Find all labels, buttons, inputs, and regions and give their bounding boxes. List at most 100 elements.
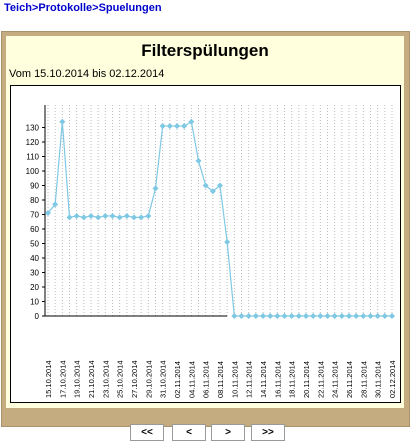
x-tick-label: 22.11.2014 [316, 361, 325, 398]
x-tick-label: 12.11.2014 [245, 361, 254, 398]
x-tick-label: 25.10.2014 [116, 360, 125, 398]
x-tick-label: 18.11.2014 [288, 361, 297, 398]
date-range-text: Vom 15.10.2014 bis 02.12.2014 [9, 68, 165, 80]
y-tick-label: 20 [30, 283, 39, 292]
data-point-marker [59, 118, 66, 125]
data-point-marker [174, 123, 180, 130]
data-point-marker [131, 214, 137, 221]
x-tick-label: 10.11.2014 [230, 361, 239, 398]
x-tick-label: 02.11.2014 [173, 361, 182, 398]
data-point-marker [238, 313, 245, 319]
data-point-marker [145, 212, 152, 219]
data-point-marker [267, 313, 274, 319]
y-tick-label: 30 [30, 269, 39, 278]
y-tick-label: 120 [26, 138, 40, 147]
x-tick-label: 21.10.2014 [87, 360, 96, 398]
x-tick-label: 29.10.2014 [144, 360, 153, 398]
data-point-marker [303, 313, 309, 319]
breadcrumb-link-protokolle[interactable]: Protokolle [38, 2, 93, 14]
y-tick-label: 110 [26, 153, 39, 162]
data-point-marker [109, 212, 116, 219]
data-point-marker [317, 313, 324, 319]
data-point-marker [80, 214, 87, 221]
data-point-marker [310, 313, 317, 319]
data-point-marker [52, 201, 59, 208]
data-point-marker [367, 313, 374, 319]
x-tick-label: 31.10.2014 [159, 360, 168, 398]
data-point-marker [245, 313, 252, 319]
data-point-marker [281, 313, 288, 319]
data-point-marker [159, 123, 166, 130]
data-point-marker [152, 185, 159, 192]
data-point-marker [360, 313, 367, 319]
data-point-marker [66, 214, 73, 221]
data-point-marker [45, 210, 51, 217]
data-point-marker [338, 313, 345, 319]
data-point-marker [217, 182, 223, 189]
x-tick-label: 16.11.2014 [273, 361, 282, 398]
data-point-marker [116, 214, 123, 221]
pagination-bar: << < > >> [2, 424, 411, 444]
y-tick-label: 100 [26, 167, 40, 176]
line-chart: 0 10 20 30 40 50 60 70 80 90 100 110 120 130 15.10.201… [26, 105, 397, 398]
x-tick-label: 08.11.2014 [216, 361, 225, 398]
data-point-marker [381, 313, 388, 319]
y-tick-label: 70 [30, 211, 39, 220]
breadcrumb-separator: > [31, 2, 39, 14]
data-point-marker [374, 313, 381, 319]
x-tick-label: 20.11.2014 [302, 361, 311, 398]
report-panel: Filterspülungen Vom 15.10.2014 bis 02.12… [1, 31, 410, 441]
breadcrumb-link-teich[interactable]: Teich [4, 2, 32, 14]
data-point-marker [324, 313, 331, 319]
data-point-marker [188, 118, 195, 125]
data-point-marker [95, 214, 102, 221]
x-tick-label: 15.10.2014 [44, 360, 53, 398]
data-point-marker [88, 212, 94, 219]
x-tick-label: 06.11.2014 [202, 361, 211, 398]
data-point-marker [295, 313, 302, 319]
data-point-marker [331, 313, 338, 319]
y-tick-label: 130 [26, 124, 40, 133]
data-point-marker [252, 313, 259, 319]
data-point-marker [138, 214, 145, 221]
x-tick-label: 23.10.2014 [101, 360, 110, 398]
report-content: Filterspülungen Vom 15.10.2014 bis 02.12… [6, 36, 404, 408]
x-tick-label: 17.10.2014 [58, 360, 67, 398]
y-tick-label: 90 [30, 182, 39, 191]
first-page-button[interactable]: << [130, 424, 164, 441]
y-tick-label: 40 [30, 254, 39, 263]
y-tick-label: 0 [35, 312, 40, 321]
page-title: Filterspülungen [141, 41, 269, 60]
y-tick-label: 80 [30, 196, 39, 205]
x-tick-label: 14.11.2014 [259, 361, 268, 398]
data-point-marker [73, 212, 80, 219]
chart-container: 0 10 20 30 40 50 60 70 80 90 100 110 120 130 15.10.201… [10, 85, 401, 403]
data-point-marker [274, 313, 281, 319]
x-tick-label: 28.11.2014 [359, 361, 368, 398]
data-point-marker [224, 239, 231, 246]
breadcrumb-link-spuelungen[interactable]: Spuelungen [98, 2, 162, 14]
x-tick-label: 24.11.2014 [331, 361, 340, 398]
x-tick-label: 19.10.2014 [73, 360, 82, 398]
breadcrumb-separator: > [92, 2, 99, 14]
data-point-marker [202, 182, 209, 189]
y-tick-label: 10 [30, 298, 39, 307]
data-point-marker [195, 157, 202, 164]
data-point-marker [389, 313, 395, 319]
x-tick-label: 30.11.2014 [374, 361, 383, 398]
y-tick-label: 60 [30, 225, 39, 234]
data-point-marker [102, 212, 109, 219]
breadcrumb: Teich>Protokolle>Spuelungen [4, 2, 162, 14]
data-point-marker [166, 123, 173, 130]
previous-page-button[interactable]: < [172, 424, 206, 441]
data-point-marker [353, 313, 360, 319]
x-tick-label: 27.10.2014 [130, 360, 139, 398]
data-point-marker [260, 313, 266, 319]
next-page-button[interactable]: > [211, 424, 245, 441]
last-page-button[interactable]: >> [251, 424, 285, 441]
data-point-marker [123, 212, 130, 219]
x-tick-label: 26.11.2014 [345, 361, 354, 398]
data-point-marker [288, 313, 295, 319]
y-tick-label: 50 [30, 240, 39, 249]
x-tick-label: 04.11.2014 [187, 361, 196, 398]
